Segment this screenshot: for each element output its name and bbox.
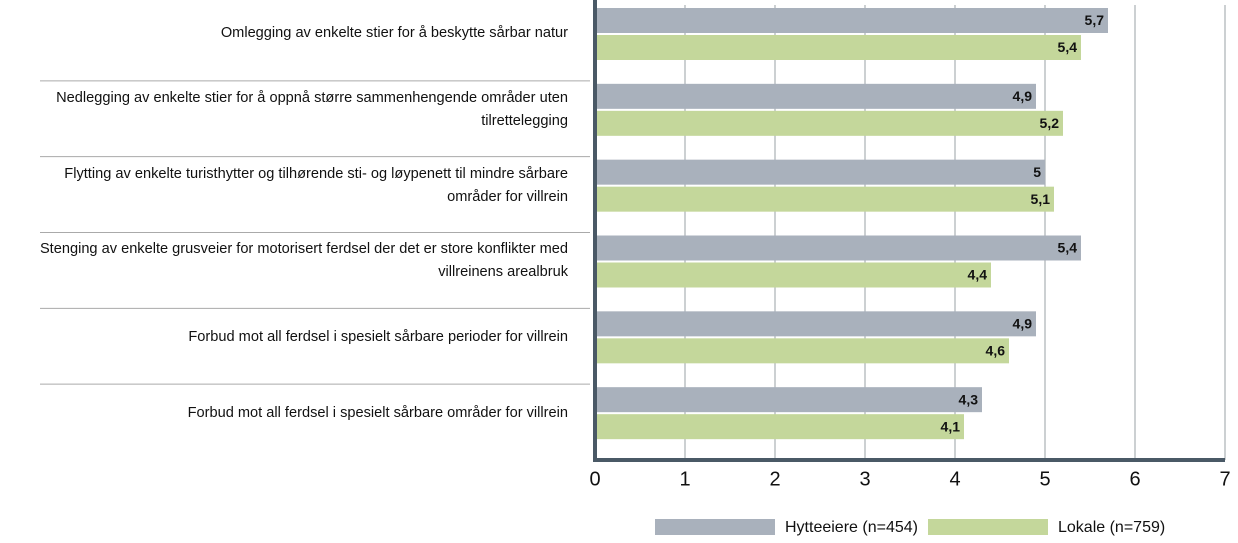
bar (595, 159, 1045, 185)
bar (595, 414, 964, 440)
bar (595, 387, 982, 413)
x-tick-label: 3 (859, 468, 870, 490)
x-tick-label: 0 (589, 468, 600, 490)
x-tick-label: 4 (949, 468, 960, 490)
category-label: Flytting av enkelte turisthytter og tilh… (64, 165, 568, 205)
bar (595, 35, 1081, 60)
value-label: 5,4 (1058, 240, 1078, 256)
value-label: 4,6 (986, 343, 1006, 359)
legend-label: Lokale (n=759) (1058, 519, 1165, 536)
x-tick-label: 6 (1129, 468, 1140, 490)
bar (595, 83, 1036, 109)
value-label: 4,4 (968, 267, 988, 283)
value-label: 5 (1033, 164, 1041, 180)
value-label: 4,3 (959, 391, 979, 407)
category-label: Omlegging av enkelte stier for å beskytt… (220, 25, 568, 42)
bar (595, 110, 1063, 136)
legend-swatch (655, 519, 775, 535)
x-tick-label: 1 (679, 468, 690, 490)
bar (595, 8, 1108, 33)
bar (595, 235, 1081, 261)
category-label: Stenging av enkelte grusveier for motori… (39, 241, 568, 281)
x-tick-label: 2 (769, 468, 780, 490)
value-label: 4,9 (1013, 88, 1033, 104)
value-label: 5,1 (1031, 191, 1051, 207)
category-label: Forbud mot all ferdsel i spesielt sårbar… (187, 404, 568, 421)
value-label: 4,9 (1013, 316, 1033, 332)
x-tick-label: 5 (1039, 468, 1050, 490)
value-label: 5,4 (1058, 39, 1078, 55)
value-label: 4,1 (941, 418, 961, 434)
category-label: Forbud mot all ferdsel i spesielt sårbar… (188, 328, 568, 345)
bar (595, 311, 1036, 337)
x-tick-label: 7 (1219, 468, 1230, 490)
value-label: 5,7 (1085, 12, 1105, 28)
category-label: Nedlegging av enkelte stier for å oppnå … (56, 89, 568, 129)
value-label: 5,2 (1040, 115, 1060, 131)
legend-swatch (928, 519, 1048, 535)
legend-label: Hytteeiere (n=454) (785, 519, 918, 536)
bar (595, 262, 991, 288)
bar (595, 186, 1054, 212)
bar (595, 338, 1009, 364)
